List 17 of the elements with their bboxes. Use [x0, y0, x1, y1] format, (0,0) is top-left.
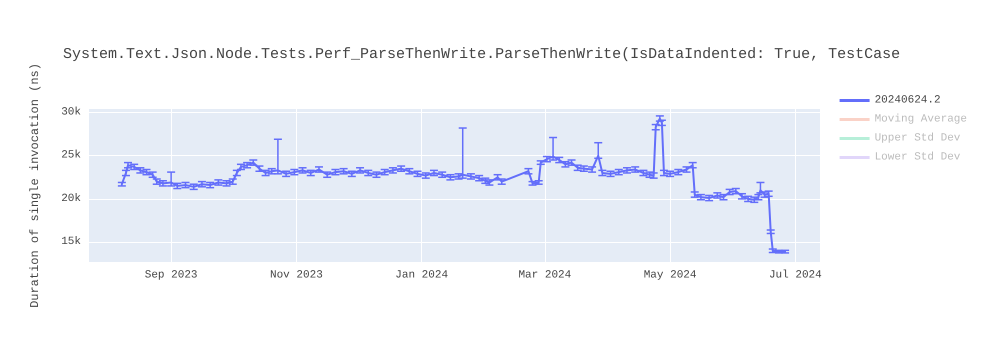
legend-label: Moving Average	[874, 114, 968, 126]
x-tick-label: Jul 2024	[768, 270, 822, 282]
y-tick-label: 20k	[61, 192, 82, 205]
x-tick-label: May 2024	[644, 270, 697, 282]
y-axis-title: Duration of single invocation (ns)	[28, 63, 42, 308]
y-tick-label: 30k	[61, 106, 82, 118]
x-tick-label: Jan 2024	[395, 270, 448, 282]
legend-label: Upper Std Dev	[874, 132, 961, 144]
y-tick-label: 15k	[61, 236, 82, 248]
legend-label: Lower Std Dev	[874, 152, 961, 164]
legend-label: 20240624.2	[874, 94, 941, 106]
x-tick-label: Mar 2024	[518, 270, 572, 282]
chart-title: System.Text.Json.Node.Tests.Perf_ParseThenWrite.ParseThenWrite(IsDataIndented: True, TestCase	[63, 46, 900, 63]
y-tick-label: 25k	[61, 150, 82, 162]
x-tick-label: Nov 2023	[270, 270, 323, 282]
x-tick-label: Sep 2023	[144, 270, 198, 282]
line-series	[120, 118, 786, 253]
